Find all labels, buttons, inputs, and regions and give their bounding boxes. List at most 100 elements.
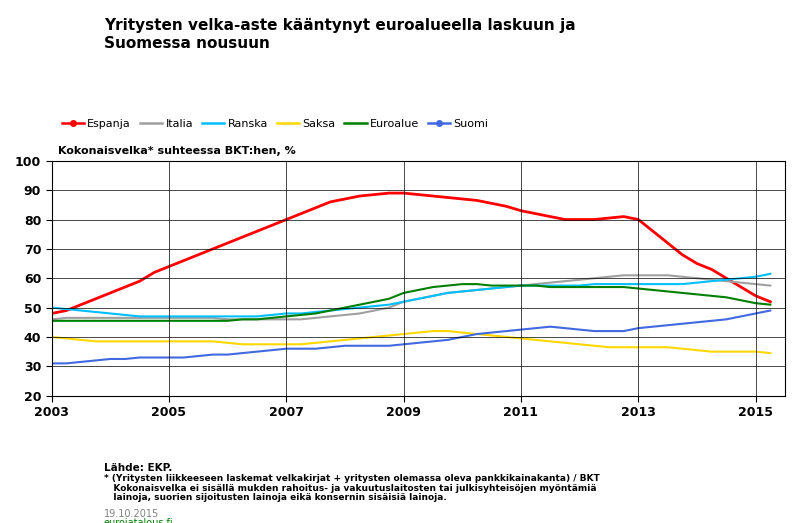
Ranska — [120, 312, 130, 318]
Ranska — [663, 281, 673, 287]
Italia — [487, 286, 497, 292]
Ranska — [560, 282, 570, 289]
Italia — [326, 313, 335, 320]
Italia — [502, 284, 511, 290]
Euroalue — [340, 304, 350, 311]
Italia — [384, 304, 394, 311]
Suomi — [208, 351, 218, 358]
Ranska — [384, 302, 394, 308]
Italia — [76, 315, 86, 321]
Saksa — [648, 344, 658, 350]
Suomi — [135, 355, 145, 361]
Euroalue — [590, 284, 599, 290]
Ranska — [91, 309, 101, 315]
Espanja — [135, 278, 145, 285]
Suomi — [399, 341, 409, 347]
Saksa — [692, 347, 702, 354]
Italia — [414, 295, 423, 302]
Ranska — [326, 308, 335, 314]
Italia — [340, 312, 350, 318]
Saksa — [384, 332, 394, 338]
Ranska — [370, 303, 379, 309]
Italia — [678, 274, 687, 280]
Espanja — [164, 264, 174, 270]
Saksa — [604, 344, 614, 350]
Ranska — [252, 313, 262, 320]
Euroalue — [736, 297, 746, 303]
Italia — [106, 315, 115, 321]
Euroalue — [62, 317, 71, 324]
Italia — [751, 281, 761, 287]
Euroalue — [164, 317, 174, 324]
Ranska — [692, 279, 702, 286]
Ranska — [678, 281, 687, 287]
Euroalue — [751, 300, 761, 306]
Euroalue — [516, 282, 526, 289]
Saksa — [502, 334, 511, 340]
Euroalue — [370, 299, 379, 305]
Euroalue — [267, 315, 277, 321]
Saksa — [76, 337, 86, 343]
Line: Suomi: Suomi — [52, 311, 770, 363]
Espanja — [502, 203, 511, 209]
Euroalue — [238, 316, 247, 323]
Italia — [399, 299, 409, 305]
Euroalue — [487, 282, 497, 289]
Euroalue — [47, 317, 57, 324]
Ranska — [311, 309, 321, 315]
Euroalue — [502, 282, 511, 289]
Espanja — [194, 252, 203, 258]
Ranska — [458, 288, 467, 294]
Ranska — [194, 313, 203, 320]
Ranska — [135, 313, 145, 320]
Suomi — [751, 310, 761, 316]
Espanja — [282, 217, 291, 223]
Ranska — [575, 282, 585, 289]
Espanja — [252, 228, 262, 234]
Italia — [766, 282, 775, 289]
Text: Lähde: EKP.: Lähde: EKP. — [104, 463, 172, 473]
Euroalue — [531, 282, 541, 289]
Euroalue — [707, 293, 717, 299]
Text: eurojatalous.fi: eurojatalous.fi — [104, 518, 174, 523]
Espanja — [62, 308, 71, 314]
Ranska — [62, 306, 71, 312]
Suomi — [91, 357, 101, 363]
Suomi — [502, 328, 511, 334]
Ranska — [707, 278, 717, 285]
Italia — [648, 272, 658, 278]
Line: Saksa: Saksa — [52, 331, 770, 353]
Ranska — [531, 282, 541, 289]
Italia — [531, 281, 541, 287]
Italia — [62, 315, 71, 321]
Espanja — [267, 222, 277, 229]
Saksa — [62, 335, 71, 342]
Ranska — [296, 310, 306, 316]
Suomi — [370, 343, 379, 349]
Euroalue — [722, 294, 731, 300]
Euroalue — [546, 284, 555, 290]
Espanja — [120, 284, 130, 290]
Suomi — [722, 316, 731, 323]
Italia — [47, 316, 57, 323]
Saksa — [516, 335, 526, 342]
Saksa — [472, 331, 482, 337]
Espanja — [531, 211, 541, 217]
Euroalue — [135, 317, 145, 324]
Euroalue — [472, 281, 482, 287]
Ranska — [443, 290, 453, 296]
Espanja — [604, 215, 614, 221]
Saksa — [590, 343, 599, 349]
Espanja — [91, 295, 101, 302]
Espanja — [590, 217, 599, 223]
Saksa — [267, 341, 277, 347]
Italia — [179, 315, 189, 321]
Euroalue — [282, 313, 291, 320]
Text: * (Yritysten liikkeeseen laskemat velkakirjat + yritysten olemassa oleva pankkik: * (Yritysten liikkeeseen laskemat velkak… — [104, 474, 600, 483]
Ranska — [546, 282, 555, 289]
Ranska — [47, 304, 57, 311]
Saksa — [326, 338, 335, 345]
Text: 19.10.2015: 19.10.2015 — [104, 509, 159, 519]
Italia — [135, 315, 145, 321]
Euroalue — [458, 281, 467, 287]
